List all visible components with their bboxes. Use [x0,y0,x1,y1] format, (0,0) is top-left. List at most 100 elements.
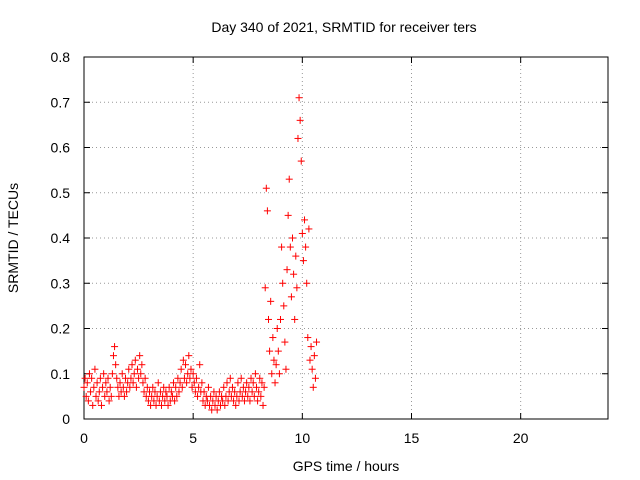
data-point [99,383,107,391]
data-point [273,325,281,332]
data-point [260,383,268,391]
data-point [301,216,309,224]
data-point [296,116,304,124]
data-point [87,388,95,396]
data-point [305,225,313,233]
data-point [90,383,98,391]
y-axis-label: SRMTID / TECUs [5,183,21,293]
data-point [154,379,162,387]
data-point [133,365,141,373]
data-point [223,379,231,387]
data-point [141,374,149,382]
data-point [112,361,120,369]
data-point [258,379,266,387]
y-tick-label: 0.4 [51,230,71,246]
data-point [164,401,172,409]
data-point [293,284,301,292]
data-point [297,157,305,165]
data-point [88,374,96,382]
data-point [286,243,294,251]
data-point [189,370,197,378]
plot-frame [83,56,609,420]
data-point [196,361,204,369]
data-point [175,388,183,396]
y-tick-label: 0.5 [51,185,71,201]
data-point [128,361,136,369]
data-point [188,383,196,391]
data-point [221,401,229,409]
data-point [306,356,314,364]
data-point [313,338,321,346]
data-point [80,383,88,391]
data-point [167,388,175,396]
data-point [251,370,259,378]
data-point [277,315,284,323]
data-point [264,315,272,323]
data-point [172,383,180,391]
data-point [246,397,254,405]
data-point [131,356,139,364]
data-point [102,379,110,387]
data-point [107,392,115,400]
y-axis: 0 0.1 0.2 0.3 0.4 0.5 0.6 0.7 0.8 [51,49,608,427]
data-point [174,374,182,382]
y-tick-label: 0.1 [51,366,71,382]
data-point [254,397,262,405]
data-point [125,365,133,373]
data-point [247,374,255,382]
data-point [109,352,117,360]
data-point [85,370,93,378]
data-point [284,211,292,219]
x-tick-label: 10 [295,430,311,446]
data-point [177,365,185,373]
data-point [116,379,124,387]
x-tick-label: 20 [513,430,529,446]
data-point [82,392,90,400]
x-tick-label: 5 [189,430,197,446]
data-point [262,184,270,192]
data-point [299,257,307,265]
data-point [106,383,114,391]
data-point [280,302,288,310]
data-point [304,334,312,342]
data-point [170,379,178,387]
data-point [81,374,89,382]
y-tick-label: 0.8 [51,49,71,65]
data-point [91,365,99,373]
data-point [104,374,112,382]
data-point [171,397,179,405]
data-point [108,370,116,378]
data-point [97,401,105,409]
data-point [244,392,252,400]
data-point [89,401,97,409]
data-point [303,279,311,287]
data-point [113,374,121,382]
data-point [213,406,221,414]
data-point [149,383,157,391]
data-point [245,383,253,391]
data-point [105,397,113,405]
data-series [80,94,321,414]
data-point [268,370,276,378]
x-tick-label: 15 [404,430,420,446]
x-axis: 0 5 10 15 20 [80,57,529,446]
data-point [243,379,251,387]
data-point [274,347,282,355]
data-point [135,374,143,382]
data-point [256,374,264,382]
data-point [310,352,318,360]
data-point [271,379,279,387]
data-point [132,383,140,391]
data-point [292,252,300,260]
data-point [179,356,187,364]
data-point [185,352,193,360]
data-point [178,383,186,391]
x-axis-label: GPS time / hours [293,458,400,474]
data-point [308,365,316,373]
data-point [200,388,208,396]
data-point [173,392,181,400]
y-tick-label: 0.6 [51,140,71,156]
y-tick-label: 0.2 [51,321,71,337]
data-point [252,383,260,391]
data-point [250,392,258,400]
